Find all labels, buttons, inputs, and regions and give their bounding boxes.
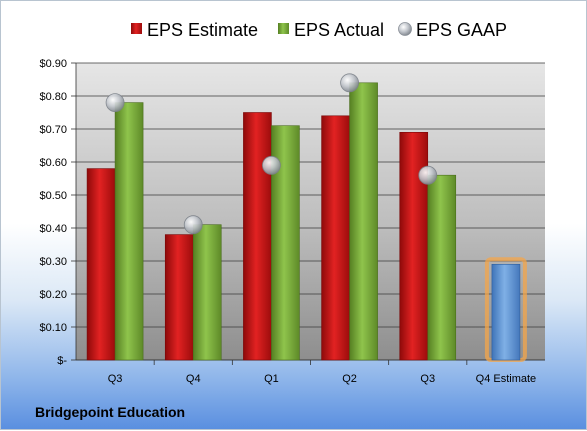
legend-swatch-estimate xyxy=(131,23,142,34)
x-tick-label: Q4 Estimate xyxy=(476,373,537,385)
legend-label-gaap: EPS GAAP xyxy=(416,20,507,40)
gaap-marker xyxy=(105,93,125,112)
bar-eps-estimate xyxy=(321,115,350,361)
x-axis: Q3 Q4 Q1 Q2 Q3 Q4 Estimate xyxy=(76,359,545,385)
legend-label-actual: EPS Actual xyxy=(294,20,384,40)
y-tick-label: $0.80 xyxy=(39,91,67,103)
y-tick-label: $0.20 xyxy=(39,289,67,301)
bars xyxy=(86,82,527,362)
bar-eps-estimate xyxy=(164,234,194,361)
gaap-marker xyxy=(418,165,438,185)
y-tick-label: $0.90 xyxy=(39,58,67,70)
legend: EPS Estimate EPS Actual EPS GAAP xyxy=(131,20,507,40)
y-tick-label: $0.60 xyxy=(39,157,67,169)
x-tick-label: Q1 xyxy=(264,373,279,385)
bar-eps-estimate xyxy=(399,132,429,361)
legend-label-estimate: EPS Estimate xyxy=(147,20,258,40)
bar-eps-actual xyxy=(349,82,378,361)
gridlines xyxy=(76,62,545,361)
legend-item-actual: EPS Actual xyxy=(278,20,384,40)
y-tick-label: $0.40 xyxy=(39,223,67,235)
gaap-markers xyxy=(105,73,438,235)
y-tick-label: $- xyxy=(57,355,67,367)
plot-area xyxy=(76,63,545,360)
bar-eps-actual xyxy=(192,224,222,361)
legend-item-estimate: EPS Estimate xyxy=(131,20,258,40)
y-tick-label: $0.50 xyxy=(39,190,67,202)
y-tick-label: $0.70 xyxy=(39,124,67,136)
x-tick-label: Q3 xyxy=(108,373,123,385)
x-tick-label: Q4 xyxy=(186,373,201,385)
legend-marker-gaap xyxy=(398,22,412,36)
bar-eps-estimate xyxy=(86,168,116,361)
legend-swatch-actual xyxy=(278,23,289,34)
bar-eps-actual xyxy=(427,174,457,361)
gaap-marker xyxy=(183,215,203,235)
legend-item-gaap: EPS GAAP xyxy=(398,20,507,40)
company-name: Bridgepoint Education xyxy=(35,404,186,420)
bar-eps-estimate xyxy=(243,112,272,361)
y-tick-label: $0.10 xyxy=(39,322,67,334)
x-tick-label: Q2 xyxy=(342,373,357,385)
gaap-marker xyxy=(262,155,281,175)
bar-eps-actual xyxy=(114,102,144,361)
y-tick-label: $0.30 xyxy=(39,256,67,268)
x-tick-label: Q3 xyxy=(420,373,435,385)
bar-q4-estimate xyxy=(491,263,521,361)
y-axis: $- $0.10 $0.20 $0.30 $0.40 $0.50 $0.60 $0.70 $0.… xyxy=(39,58,77,367)
gaap-marker xyxy=(340,73,359,93)
